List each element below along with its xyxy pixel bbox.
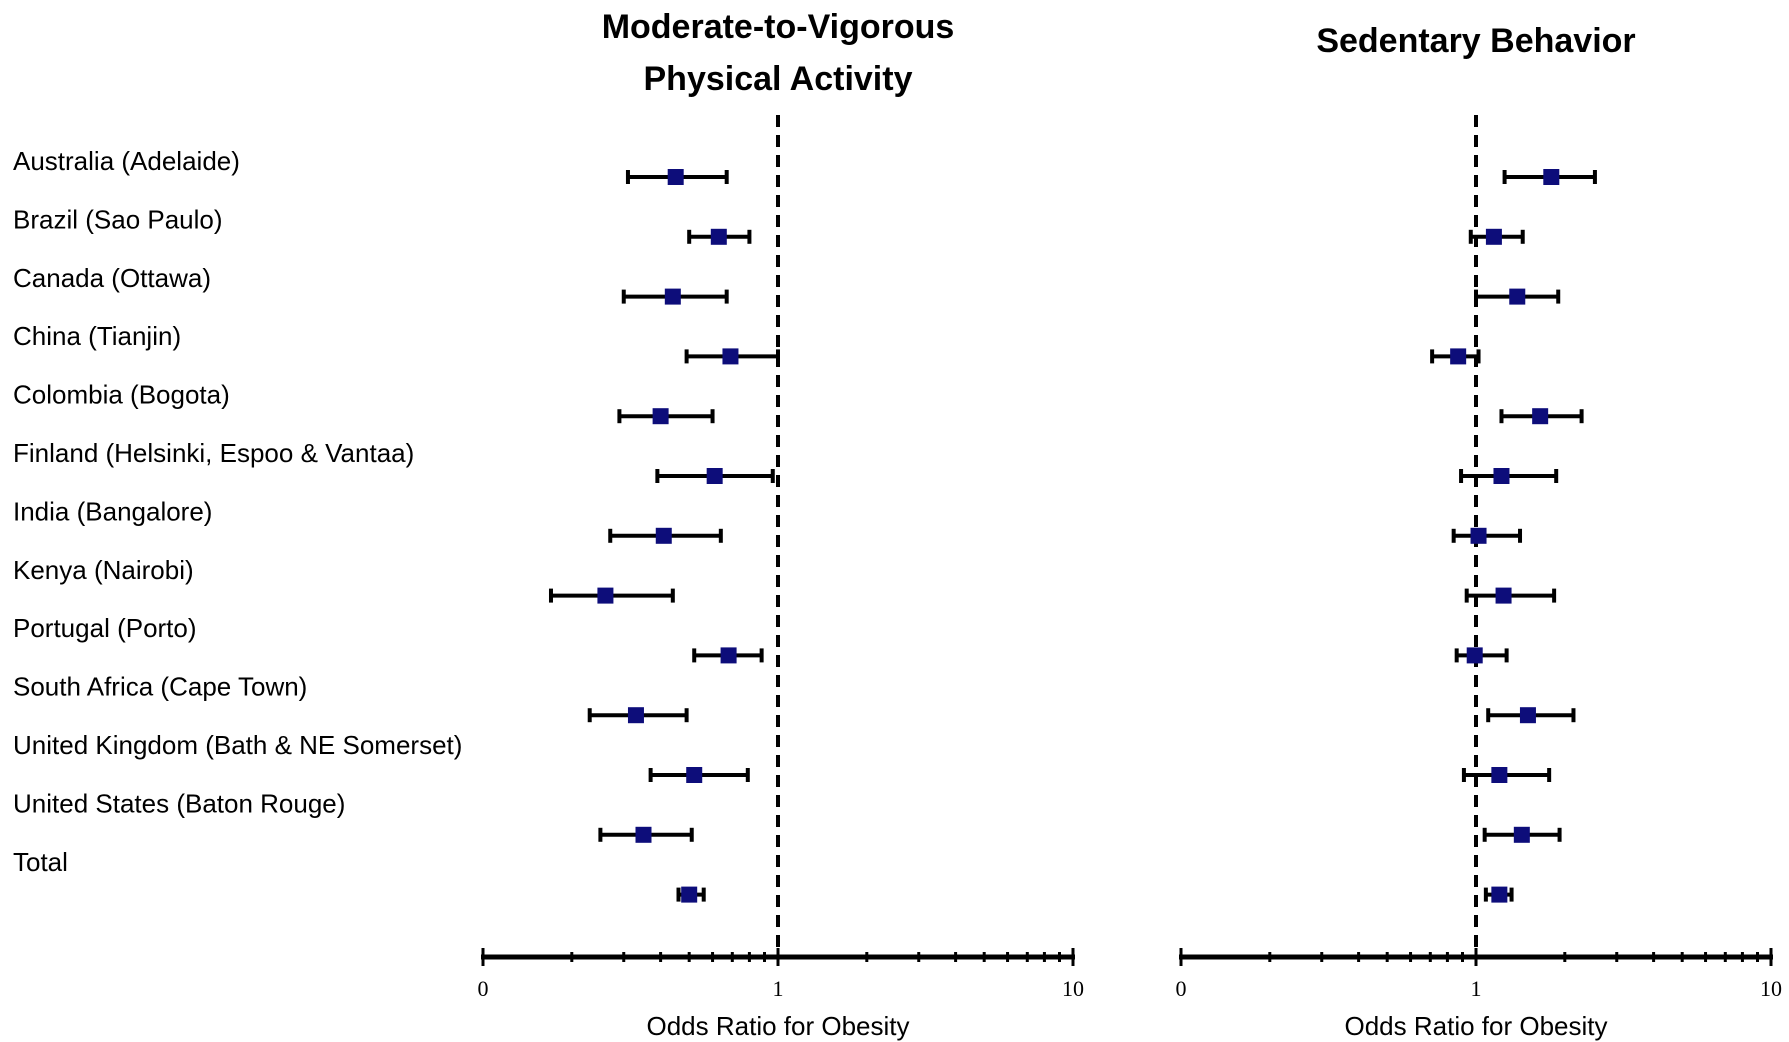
country-label: Total: [13, 847, 68, 877]
odds-ratio-marker: [686, 767, 703, 783]
odds-ratio-marker: [1513, 826, 1530, 843]
odds-ratio-marker: [720, 647, 737, 664]
tick-label: 0: [1176, 976, 1187, 1001]
tick-label: 10: [1062, 976, 1084, 1001]
odds-ratio-marker: [1493, 468, 1510, 484]
country-label: Australia (Adelaide): [13, 146, 240, 176]
odds-ratio-marker: [667, 169, 684, 185]
odds-ratio-marker: [1485, 228, 1502, 245]
x-axis-label: Odds Ratio for Obesity: [1345, 1011, 1608, 1041]
odds-ratio-marker: [652, 408, 669, 425]
tick-label: 10: [1760, 976, 1782, 1001]
panel-title: Moderate-to-Vigorous: [602, 8, 955, 46]
country-label: Colombia (Bogota): [13, 380, 230, 410]
odds-ratio-marker: [1532, 408, 1549, 425]
odds-ratio-marker: [635, 826, 652, 843]
odds-ratio-marker: [1466, 647, 1483, 664]
country-label: United States (Baton Rouge): [13, 788, 345, 818]
odds-ratio-marker: [706, 468, 723, 484]
country-label: United Kingdom (Bath & NE Somerset): [13, 730, 462, 760]
odds-ratio-marker: [655, 527, 672, 544]
odds-ratio-marker: [1450, 348, 1467, 365]
country-label: China (Tianjin): [13, 321, 181, 351]
odds-ratio-marker: [1519, 707, 1536, 724]
tick-label: 1: [773, 976, 784, 1001]
country-label: Brazil (Sao Paulo): [13, 204, 223, 234]
odds-ratio-marker: [597, 587, 614, 604]
odds-ratio-marker: [722, 348, 739, 365]
odds-ratio-marker: [1491, 767, 1508, 783]
tick-label: 1: [1471, 976, 1482, 1001]
country-label: South Africa (Cape Town): [13, 672, 307, 702]
country-label: Portugal (Porto): [13, 613, 197, 643]
odds-ratio-marker: [1509, 288, 1526, 305]
country-label: Finland (Helsinki, Espoo & Vantaa): [13, 438, 414, 468]
country-label: Canada (Ottawa): [13, 263, 211, 293]
country-label: Kenya (Nairobi): [13, 555, 194, 585]
odds-ratio-marker: [664, 288, 681, 305]
odds-ratio-marker: [627, 707, 644, 724]
panel-title: Physical Activity: [644, 60, 913, 98]
panel-title: Sedentary Behavior: [1316, 22, 1635, 60]
odds-ratio-marker: [1470, 527, 1487, 544]
odds-ratio-marker: [1491, 886, 1508, 903]
odds-ratio-marker: [710, 228, 727, 245]
odds-ratio-marker: [681, 886, 698, 903]
country-label: India (Bangalore): [13, 496, 212, 526]
tick-label: 0: [478, 976, 489, 1001]
odds-ratio-marker: [1543, 169, 1560, 185]
odds-ratio-marker: [1495, 587, 1512, 604]
x-axis-label: Odds Ratio for Obesity: [647, 1011, 910, 1041]
